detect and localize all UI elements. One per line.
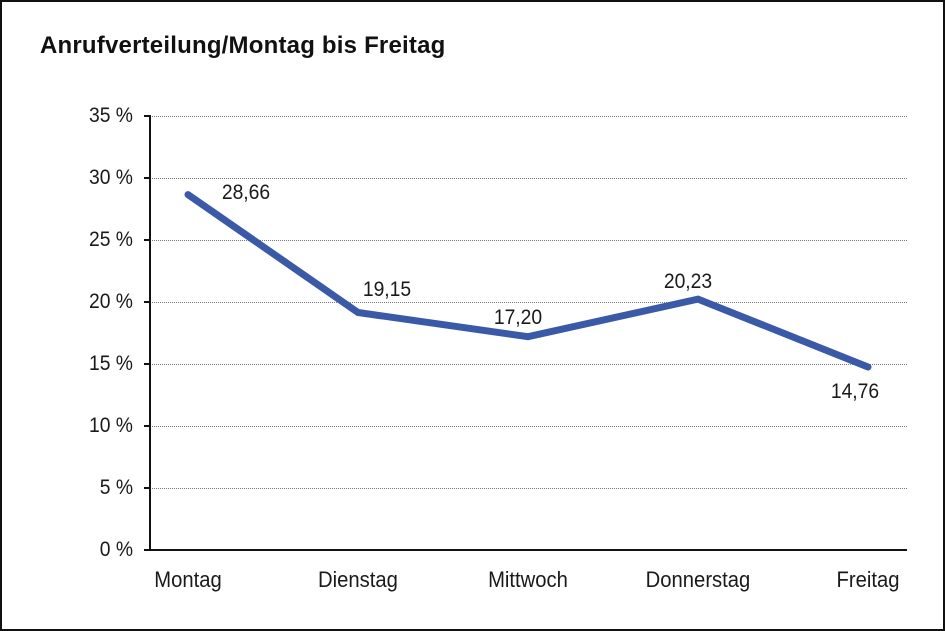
y-axis-tick-label: 5 %	[99, 476, 133, 499]
y-axis-tick-label: 20 %	[88, 290, 133, 313]
y-axis-tick	[144, 239, 150, 241]
data-point-label: 14,76	[830, 379, 880, 403]
y-axis-tick-label: 25 %	[88, 228, 133, 251]
y-axis-tick-label: 35 %	[88, 104, 133, 127]
x-axis-category-label: Montag	[154, 567, 222, 592]
y-axis-tick	[144, 177, 150, 179]
data-point-label: 28,66	[221, 180, 271, 204]
y-axis-tick-label: 10 %	[88, 414, 133, 437]
data-point-label: 20,23	[663, 270, 713, 294]
y-axis-line	[149, 115, 151, 550]
x-axis-category-label: Dienstag	[318, 567, 398, 592]
gridline	[150, 177, 907, 179]
gridline	[150, 487, 907, 489]
data-point-label: 17,20	[493, 305, 543, 329]
x-axis-category-label: Mittwoch	[488, 567, 568, 592]
y-axis-tick	[144, 115, 150, 117]
x-axis-category-label: Donnerstag	[645, 567, 751, 592]
data-point-label: 19,15	[362, 277, 412, 301]
x-axis-line	[149, 549, 907, 551]
x-axis-category-label: Freitag	[836, 567, 900, 592]
gridline	[150, 363, 907, 365]
chart-title: Anrufverteilung/Montag bis Freitag	[40, 32, 446, 59]
y-axis-tick-label: 30 %	[88, 166, 133, 189]
y-axis-tick-label: 0 %	[99, 538, 133, 561]
gridline	[150, 425, 907, 427]
y-axis-tick	[144, 549, 150, 551]
y-axis-tick	[144, 363, 150, 365]
series-line	[184, 191, 872, 371]
gridline	[150, 239, 907, 241]
y-axis-tick	[144, 301, 150, 303]
gridline	[150, 115, 907, 117]
y-axis-tick	[144, 487, 150, 489]
y-axis-tick-label: 15 %	[88, 352, 133, 375]
y-axis-tick	[144, 425, 150, 427]
gridline	[150, 301, 907, 303]
